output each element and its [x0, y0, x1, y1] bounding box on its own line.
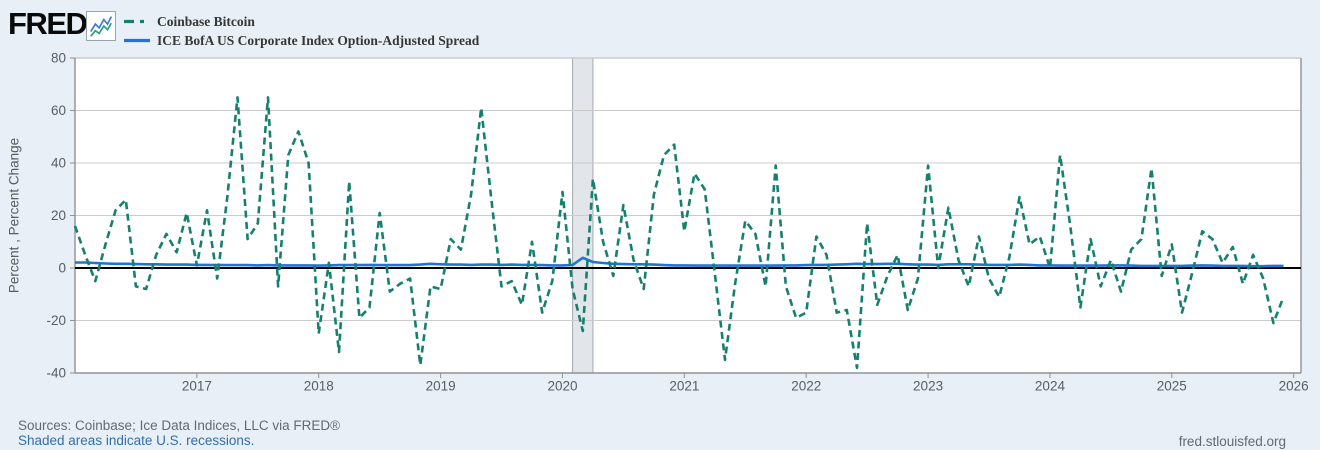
- y-tick-label: 80: [51, 51, 66, 66]
- series-line-1: [73, 96, 1285, 370]
- legend-item-ice-bofa-oas[interactable]: ICE BofA US Corporate Index Option-Adjus…: [123, 31, 479, 50]
- y-tick-label: 0: [58, 261, 66, 276]
- x-tick-label: 2021: [669, 379, 699, 394]
- legend-item-coinbase-bitcoin[interactable]: Coinbase Bitcoin: [123, 12, 479, 31]
- fred-site-link[interactable]: fred.stlouisfed.org: [1178, 434, 1286, 449]
- x-tick-label: 2026: [1279, 379, 1309, 394]
- x-tick-label: 2018: [304, 379, 334, 394]
- fred-sparkline-icon: [86, 11, 116, 41]
- x-tick-label: 2025: [1157, 379, 1187, 394]
- x-tick-label: 2017: [182, 379, 212, 394]
- y-tick-label: 60: [51, 103, 66, 118]
- legend-label: Coinbase Bitcoin: [157, 13, 255, 29]
- y-tick-label: -40: [46, 366, 66, 381]
- x-tick-label: 2020: [547, 379, 577, 394]
- x-tick-label: 2023: [913, 379, 943, 394]
- legend-label: ICE BofA US Corporate Index Option-Adjus…: [157, 32, 480, 48]
- y-tick-label: 40: [51, 156, 66, 171]
- fred-logo-text: FRED: [8, 6, 88, 41]
- y-tick-label: -20: [46, 313, 66, 328]
- x-tick-label: 2022: [791, 379, 821, 394]
- recession-note-link[interactable]: Shaded areas indicate U.S. recessions.: [18, 433, 255, 448]
- chart-header: FRED ® Coinbase Bitcoin ICE BofA US Corp…: [0, 0, 1320, 56]
- dashed-line-swatch-icon: [124, 19, 150, 24]
- series-line-0: [75, 256, 1284, 268]
- chart-legend: Coinbase Bitcoin ICE BofA US Corporate I…: [123, 12, 479, 50]
- x-tick-label: 2019: [426, 379, 456, 394]
- solid-line-swatch-icon: [124, 38, 150, 43]
- x-tick-label: 2024: [1035, 379, 1066, 394]
- sources-text: Sources: Coinbase; Ice Data Indices, LLC…: [18, 418, 341, 433]
- y-tick-label: 20: [51, 208, 66, 223]
